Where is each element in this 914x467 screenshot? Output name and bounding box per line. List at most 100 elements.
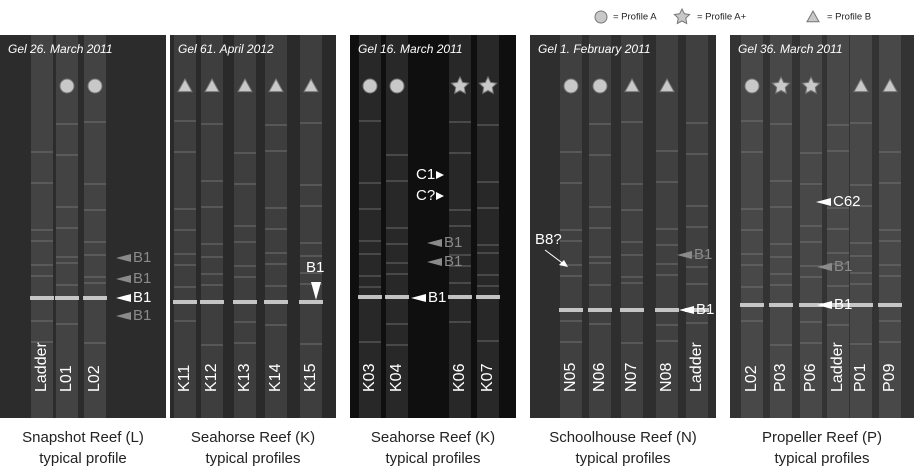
gel-band (477, 340, 499, 342)
gel-band (741, 264, 763, 266)
gel-band (201, 273, 223, 275)
profile-b-symbol (853, 77, 869, 93)
gel-band (31, 275, 53, 277)
gel-band (31, 229, 53, 231)
gel-band (686, 283, 708, 285)
gel-band (359, 120, 381, 122)
gel-band (477, 285, 499, 287)
gel-band (741, 253, 763, 255)
gel-band (265, 285, 287, 287)
gel-band-bright (385, 295, 409, 299)
marker-arrow (817, 301, 832, 309)
gel-band (560, 229, 582, 231)
gel-band (879, 275, 901, 277)
profile-b-symbol (624, 77, 640, 93)
gel-lane (850, 35, 872, 418)
gel-band (265, 324, 287, 326)
gel-band (800, 152, 822, 154)
gel-band (386, 273, 408, 275)
gel-band (31, 341, 53, 343)
gel-band (770, 273, 792, 275)
gel-band (800, 342, 822, 344)
gel-band (31, 320, 53, 322)
gel-band (589, 123, 611, 125)
marker-arrow (817, 263, 832, 271)
gel-band (84, 121, 106, 123)
gel-band-bright (173, 300, 197, 304)
gel-band (449, 121, 471, 123)
marker-arrow (436, 171, 444, 179)
gel-band (56, 123, 78, 125)
gel-band (234, 276, 256, 278)
gel-band (621, 241, 643, 243)
gel-band (386, 243, 408, 245)
gel-band (359, 275, 381, 277)
profile-a-symbol (59, 78, 75, 94)
gel-band (56, 227, 78, 229)
gel-lane (174, 35, 196, 418)
gel-band (656, 181, 678, 183)
marker-arrow (677, 251, 692, 259)
gel-band (31, 151, 53, 153)
gel-band (56, 256, 78, 258)
band-marker: B1 (834, 296, 852, 313)
gel-band-bright (233, 300, 257, 304)
gel-band (850, 242, 872, 244)
profile-b-symbol (177, 77, 193, 93)
gel-band (686, 266, 708, 268)
profile-a-symbol (87, 78, 103, 94)
gel-band-bright (685, 308, 709, 312)
gel-band (174, 264, 196, 266)
profile-b-symbol (303, 77, 319, 93)
gel-band (879, 264, 901, 266)
gel-lane (56, 35, 78, 418)
gel-band (201, 284, 223, 286)
gel-band (449, 265, 471, 267)
gel-lane (770, 35, 792, 418)
gel-band (686, 205, 708, 207)
lane-label: Ladder (829, 342, 846, 392)
gel-band (589, 256, 611, 258)
gel-band (234, 183, 256, 185)
gel-band (84, 276, 106, 278)
lane-label: N08 (658, 363, 675, 392)
gel-band (589, 206, 611, 208)
band-marker: B1 (133, 270, 151, 287)
gel-band (174, 229, 196, 231)
gel-band (850, 184, 872, 186)
gel-lane (800, 35, 822, 418)
marker-arrow (427, 239, 442, 247)
gel-band (56, 262, 78, 264)
gel-lane (84, 35, 106, 418)
profile-b-symbol (882, 77, 898, 93)
marker-arrow (559, 260, 568, 267)
gel-band (449, 282, 471, 284)
gel-band-bright (740, 303, 764, 307)
marker-arrow (427, 258, 442, 266)
gel-band (656, 340, 678, 342)
caption-line: typical profile (39, 450, 127, 467)
gel-band (386, 262, 408, 264)
gel-band (770, 284, 792, 286)
caption-line: Seahorse Reef (K) (371, 429, 495, 446)
gel-band (589, 154, 611, 156)
gel-band-bright (55, 296, 79, 300)
gel-band (359, 182, 381, 184)
gel-band (560, 240, 582, 242)
profile-a-plus-symbol (478, 75, 498, 95)
gel-band (234, 342, 256, 344)
gel-band (621, 183, 643, 185)
gel-band (827, 124, 849, 126)
gel-band (174, 320, 196, 322)
gel-band (800, 183, 822, 185)
lane-label: P06 (802, 363, 819, 392)
caption-line: typical profiles (575, 450, 670, 467)
gel-band (621, 276, 643, 278)
gel-lane (686, 35, 708, 418)
profile-a-plus-symbol (450, 75, 470, 95)
profile-b-symbol (806, 9, 820, 23)
legend-label: = Profile B (827, 12, 871, 23)
gel-band (300, 343, 322, 345)
gel-lane (449, 35, 471, 418)
gel-band-bright (200, 300, 224, 304)
